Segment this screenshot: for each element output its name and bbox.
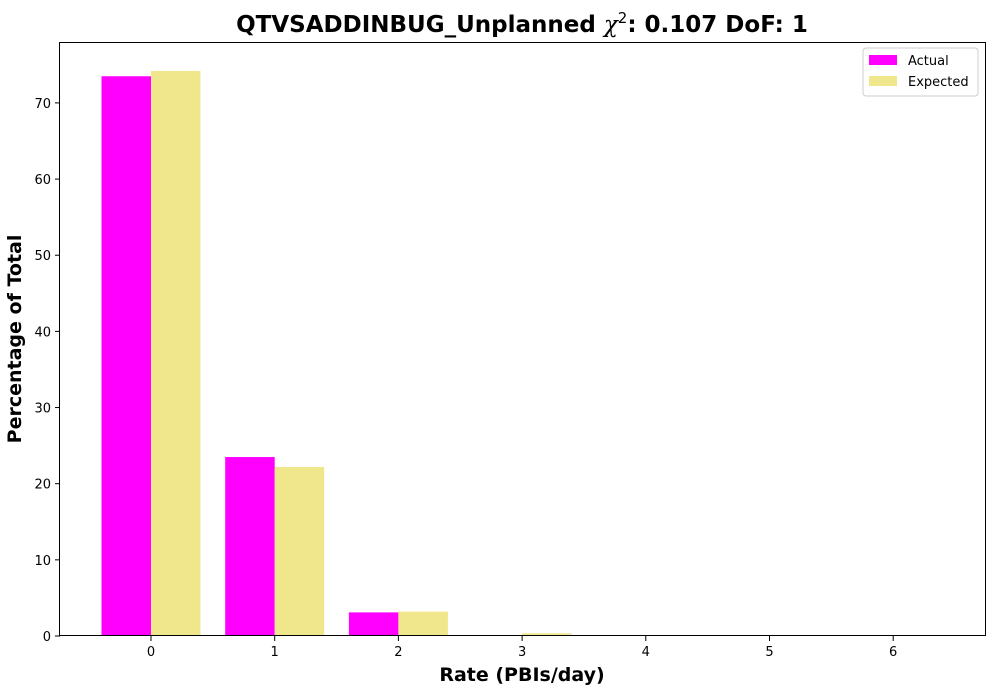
x-tick-label: 0 [147,645,155,660]
y-tick-label: 50 [34,249,51,264]
plot-frame [59,42,986,636]
x-tick-label: 5 [765,645,773,660]
x-tick-label: 1 [271,645,279,660]
y-axis-label: Percentage of Total [4,235,26,444]
x-axis-ticks: 0 1 2 3 4 5 6 [147,636,897,660]
x-tick-label: 4 [642,645,650,660]
x-tick-label: 3 [518,645,526,660]
bar-actual-1 [225,457,275,636]
bars-layer [101,70,696,636]
legend-label-actual: Actual [908,54,949,69]
legend-swatch-expected [869,76,897,86]
y-tick-label: 10 [34,554,51,569]
legend: Actual Expected [862,47,979,97]
bar-expected-2 [398,611,448,636]
bar-expected-1 [274,466,325,636]
y-tick-label: 30 [34,402,51,417]
y-tick-label: 60 [34,173,51,188]
legend-label-expected: Expected [908,75,969,90]
y-tick-label: 20 [34,478,51,493]
y-tick-label: 0 [43,630,51,645]
x-axis-label: Rate (PBIs/day) [439,664,604,686]
bar-expected-3 [522,633,572,636]
x-tick-label: 2 [394,645,402,660]
chart-title: QTVSADDINBUG_Unplanned χ2: 0.107 DoF: 1 [236,9,808,38]
x-tick-label: 6 [889,645,897,660]
bar-actual-2 [348,612,399,636]
bar-expected-0 [151,70,201,636]
legend-swatch-actual [869,55,897,65]
y-tick-label: 70 [34,97,51,112]
y-axis-ticks: 0 10 20 30 40 50 60 70 [34,97,60,645]
bar-actual-0 [101,76,151,636]
y-tick-label: 40 [34,325,51,340]
